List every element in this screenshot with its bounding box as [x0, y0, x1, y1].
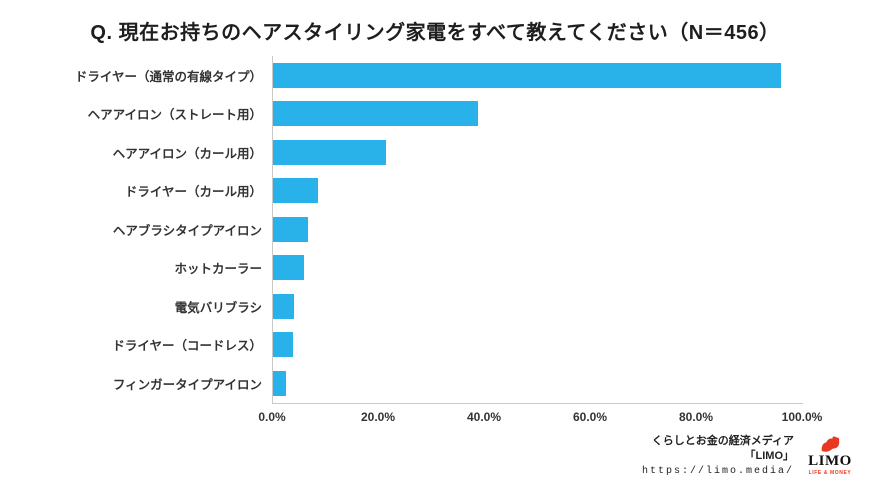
chart-row: ドライヤー（通常の有線タイプ） — [14, 56, 802, 95]
chart-row: ドライヤー（カール用） — [14, 172, 802, 211]
category-label: 電気バリブラシ — [174, 300, 262, 315]
bar — [272, 293, 295, 319]
chart-row: ヘアアイロン（ストレート用） — [14, 95, 802, 134]
bar-track — [272, 56, 802, 95]
x-axis-tick: 80.0% — [678, 410, 714, 424]
footer: くらしとお金の経済メディア 「LIMO」 https://limo.media/… — [642, 434, 856, 477]
bar-track — [272, 133, 802, 172]
chart-rows: ドライヤー（通常の有線タイプ） ヘアアイロン（ストレート用） ヘアアイロン（カール用… — [14, 56, 802, 403]
bar — [272, 332, 293, 358]
limo-logo-subtext: LIFE & MONEY — [808, 469, 852, 476]
category-label: ドライヤー（通常の有線タイプ） — [74, 69, 262, 84]
footer-tagline: くらしとお金の経済メディア — [651, 435, 794, 448]
category-label: ヘアアイロン（ストレート用） — [87, 108, 262, 123]
bar-track — [272, 364, 802, 403]
footer-url: https://limo.media/ — [641, 466, 794, 477]
limo-logo-text: LIMO — [808, 452, 852, 469]
bar — [272, 255, 305, 281]
bar-track — [272, 249, 802, 288]
x-axis-tick: 40.0% — [466, 410, 502, 424]
chart-row: ヘアアイロン（カール用） — [14, 133, 802, 172]
bar-track — [272, 172, 802, 211]
x-axis-tick: 20.0% — [360, 410, 396, 424]
bar — [272, 62, 782, 88]
chart-row: ホットカーラー — [14, 249, 802, 288]
category-label: ヘアブラシタイプアイロン — [112, 223, 262, 238]
bar — [272, 370, 286, 396]
bar — [272, 216, 309, 242]
bar-track — [272, 210, 802, 249]
x-axis-labels: 0.0% 20.0% 40.0% 60.0% 80.0% 100.0% — [258, 410, 822, 428]
x-axis-tick: 0.0% — [258, 410, 286, 424]
bar — [272, 139, 386, 165]
x-axis-tick: 100.0% — [781, 410, 823, 424]
footer-brand-name: 「LIMO」 — [744, 450, 795, 463]
category-label: ドライヤー（カール用） — [124, 185, 262, 200]
chart-title: Q. 現在お持ちのヘアスタイリング家電をすべて教えてください（N＝456） — [90, 22, 780, 44]
limo-mascot-icon — [821, 436, 840, 452]
bar-track — [272, 326, 802, 365]
bar-chart: ドライヤー（通常の有線タイプ） ヘアアイロン（ストレート用） ヘアアイロン（カール用… — [14, 56, 822, 424]
category-label: ホットカーラー — [174, 262, 262, 277]
category-label: ヘアアイロン（カール用） — [112, 146, 262, 161]
limo-logo: LIMO LIFE & MONEY — [804, 436, 856, 476]
footer-text: くらしとお金の経済メディア 「LIMO」 https://limo.media/ — [642, 434, 794, 477]
bar-track — [272, 95, 802, 134]
x-axis-tick: 60.0% — [572, 410, 608, 424]
bar — [272, 101, 478, 127]
category-label: フィンガータイプアイロン — [112, 377, 262, 392]
chart-row: フィンガータイプアイロン — [14, 364, 802, 403]
chart-row: ドライヤー（コードレス） — [14, 326, 802, 365]
chart-row: 電気バリブラシ — [14, 287, 802, 326]
category-label: ドライヤー（コードレス） — [112, 339, 262, 354]
chart-row: ヘアブラシタイプアイロン — [14, 210, 802, 249]
bar-track — [272, 287, 802, 326]
bar — [272, 178, 318, 204]
